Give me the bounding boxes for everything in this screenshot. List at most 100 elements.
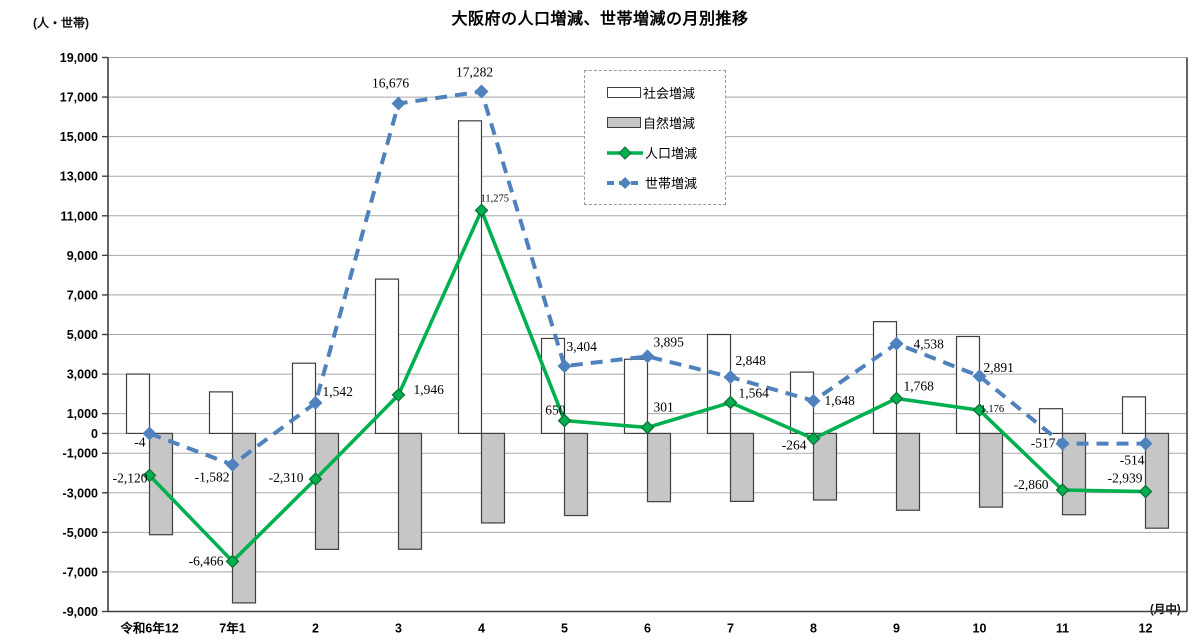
- household-marker: [142, 426, 157, 441]
- x-axis-tick-label: 5: [561, 622, 568, 636]
- population-marker: [806, 431, 821, 446]
- chart-title: 大阪府の人口増減、世帯増減の月別推移: [451, 11, 749, 28]
- y-axis-unit-label: (人・世帯): [33, 16, 89, 30]
- y-axis-tick-label: 3,000: [67, 368, 98, 382]
- x-axis-tick-label: 9: [893, 622, 900, 636]
- population-marker: [391, 388, 406, 402]
- household-marker: [972, 369, 987, 384]
- household-marker: [225, 457, 240, 472]
- y-axis-tick-label: 7,000: [67, 288, 98, 302]
- household-marker: [474, 84, 489, 99]
- household-data-label: 1,648: [825, 393, 856, 408]
- population-marker: [640, 420, 655, 435]
- y-axis-tick-label: 5,000: [67, 328, 98, 342]
- bar-social: [1121, 396, 1147, 435]
- bar-social: [706, 333, 732, 435]
- household-data-label: 4,538: [914, 337, 945, 352]
- household-marker: [889, 336, 904, 351]
- bar-social: [623, 358, 649, 435]
- x-axis-note: (月中): [1150, 604, 1181, 616]
- y-axis-tick-label: 1,000: [67, 407, 98, 421]
- bar-social: [872, 321, 898, 435]
- population-marker: [889, 391, 904, 406]
- bar-natural: [1061, 432, 1087, 516]
- y-axis-tick-label: 11,000: [60, 209, 98, 223]
- household-data-label: 16,676: [372, 75, 409, 90]
- legend-item-natural: 自然増減: [607, 110, 725, 134]
- legend-swatch-blue-dashed-line-icon: [607, 176, 643, 189]
- x-axis-tick-label: 10: [973, 622, 987, 636]
- population-data-label: 1,768: [904, 378, 935, 393]
- y-axis-tick-label: 19,000: [60, 51, 98, 65]
- legend: 社会増減 自然増減 人口増減 世帯増減: [584, 70, 726, 205]
- population-data-label: 301: [654, 399, 674, 414]
- household-data-label: -1,582: [195, 470, 230, 485]
- population-data-label: 1,564: [739, 385, 770, 400]
- household-data-label: -514: [1120, 453, 1145, 468]
- bar-social: [457, 120, 483, 435]
- population-data-label: -2,310: [269, 470, 304, 485]
- bar-natural: [231, 432, 257, 604]
- y-axis-tick-label: 0: [91, 427, 98, 441]
- y-axis-tick-label: -7,000: [63, 565, 98, 579]
- household-marker: [640, 349, 655, 364]
- population-marker: [225, 554, 240, 569]
- x-axis-tick-label: 令和6年12: [119, 621, 178, 636]
- y-axis-tick-label: -1,000: [63, 447, 98, 461]
- bar-natural: [646, 432, 672, 503]
- bar-social: [374, 278, 400, 435]
- x-axis-tick-label: 3: [395, 622, 402, 636]
- legend-item-household: 世帯増減: [607, 171, 725, 195]
- x-axis-tick-label: 11: [1056, 622, 1069, 636]
- bar-natural: [729, 432, 755, 503]
- x-axis-tick-label: 6: [644, 622, 651, 636]
- bar-natural: [314, 432, 340, 550]
- bar-natural: [895, 432, 921, 511]
- household-marker: [308, 395, 323, 410]
- x-axis-tick-label: 7年1: [219, 621, 245, 636]
- bar-social: [208, 391, 234, 435]
- legend-label: 社会増減: [643, 85, 696, 101]
- household-data-label: 1,542: [323, 384, 353, 399]
- population-marker: [474, 203, 489, 218]
- household-data-label: 2,891: [984, 360, 1014, 375]
- legend-label: 自然増減: [643, 115, 696, 131]
- legend-item-population: 人口増減: [607, 141, 725, 165]
- population-marker: [557, 413, 572, 428]
- household-data-label: 3,404: [567, 339, 598, 354]
- bar-social: [125, 373, 151, 435]
- x-axis-tick-label: 7: [727, 622, 734, 636]
- household-marker: [1055, 436, 1070, 451]
- y-axis-tick-label: -9,000: [63, 605, 98, 619]
- population-marker: [723, 395, 738, 410]
- household-data-label: -4: [134, 435, 145, 450]
- legend-swatch-green-line-icon: [607, 145, 643, 160]
- household-data-label: 3,895: [654, 334, 685, 349]
- bar-natural: [480, 432, 506, 524]
- household-marker: [1138, 436, 1153, 451]
- population-data-label: -2,120: [113, 470, 148, 485]
- population-data-label: -2,939: [1108, 471, 1143, 486]
- legend-item-social: 社会増減: [607, 80, 725, 104]
- bar-natural: [812, 432, 838, 501]
- bar-social: [955, 335, 981, 435]
- population-marker: [1055, 483, 1070, 497]
- x-axis-tick-label: 8: [810, 622, 817, 636]
- bar-natural: [563, 432, 589, 517]
- population-marker: [308, 472, 323, 486]
- y-axis-tick-label: -3,000: [63, 486, 98, 500]
- y-axis-tick-label: 9,000: [67, 249, 98, 263]
- household-marker: [723, 370, 738, 385]
- y-axis-tick-label: -5,000: [63, 526, 98, 540]
- population-data-label: -2,860: [1014, 477, 1049, 492]
- population-marker: [142, 468, 157, 483]
- legend-swatch-gray-bar-icon: [607, 116, 641, 128]
- y-axis-tick-label: 13,000: [60, 170, 98, 184]
- population-data-label: 1,946: [414, 382, 445, 397]
- y-axis-tick-label: 15,000: [60, 130, 98, 144]
- household-data-label: 17,282: [456, 64, 493, 79]
- household-data-label: 2,848: [736, 353, 767, 368]
- x-axis-tick-label: 12: [1139, 622, 1153, 636]
